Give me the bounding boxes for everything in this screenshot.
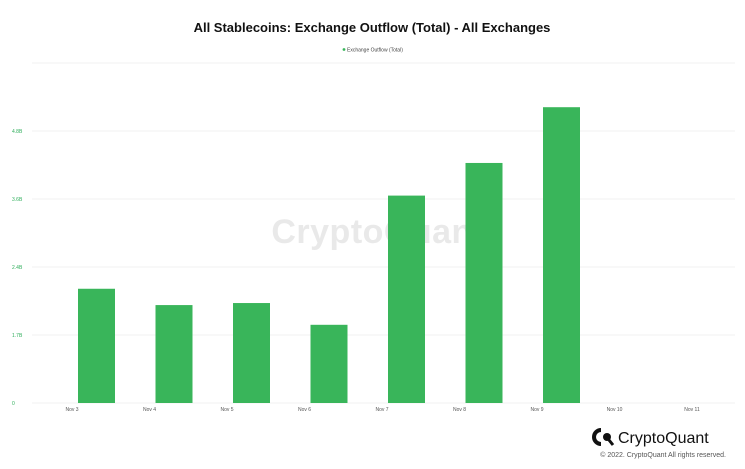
chart-title: All Stablecoins: Exchange Outflow (Total… [194, 20, 551, 35]
x-tick-label: Nov 6 [298, 407, 311, 413]
y-tick-label: 1.7B [12, 333, 23, 339]
legend-label: Exchange Outflow (Total) [347, 48, 403, 54]
y-axis: 0 1.7B 2.4B 3.6B 4.8B [12, 129, 23, 407]
x-tick-label: Nov 10 [607, 407, 623, 413]
bar[interactable] [310, 324, 348, 403]
bar[interactable] [155, 305, 193, 403]
bar[interactable] [543, 107, 580, 403]
copyright: © 2022. CryptoQuant All rights reserved. [600, 451, 726, 459]
x-tick-label: Nov 5 [220, 407, 233, 413]
x-tick-label: Nov 8 [453, 407, 466, 413]
brand-name: CryptoQuant [618, 430, 709, 447]
watermark: CryptoQuant [271, 213, 484, 251]
x-tick-label: Nov 4 [143, 407, 156, 413]
legend-marker [342, 48, 346, 51]
legend[interactable]: Exchange Outflow (Total) [342, 48, 404, 54]
x-tick-label: Nov 9 [530, 407, 543, 413]
bar[interactable] [78, 288, 115, 403]
y-tick-label: 2.4B [12, 265, 23, 271]
bar[interactable] [388, 195, 425, 403]
y-tick-label: 4.8B [12, 129, 23, 135]
bars [78, 107, 580, 403]
bar[interactable] [233, 303, 270, 403]
cryptoquant-logo-icon [592, 428, 615, 446]
y-tick-label: 3.6B [12, 197, 23, 203]
x-axis: Nov 3 Nov 4 Nov 5 Nov 6 Nov 7 Nov 8 Nov 9 Nov 1… [65, 407, 699, 413]
x-tick-label: Nov 7 [375, 407, 388, 413]
x-tick-label: Nov 11 [684, 407, 700, 413]
x-tick-label: Nov 3 [65, 407, 78, 413]
bar[interactable] [465, 162, 503, 403]
gridlines [32, 62, 735, 404]
brand-logo: CryptoQuant [592, 428, 709, 447]
y-tick-label: 0 [12, 401, 15, 407]
